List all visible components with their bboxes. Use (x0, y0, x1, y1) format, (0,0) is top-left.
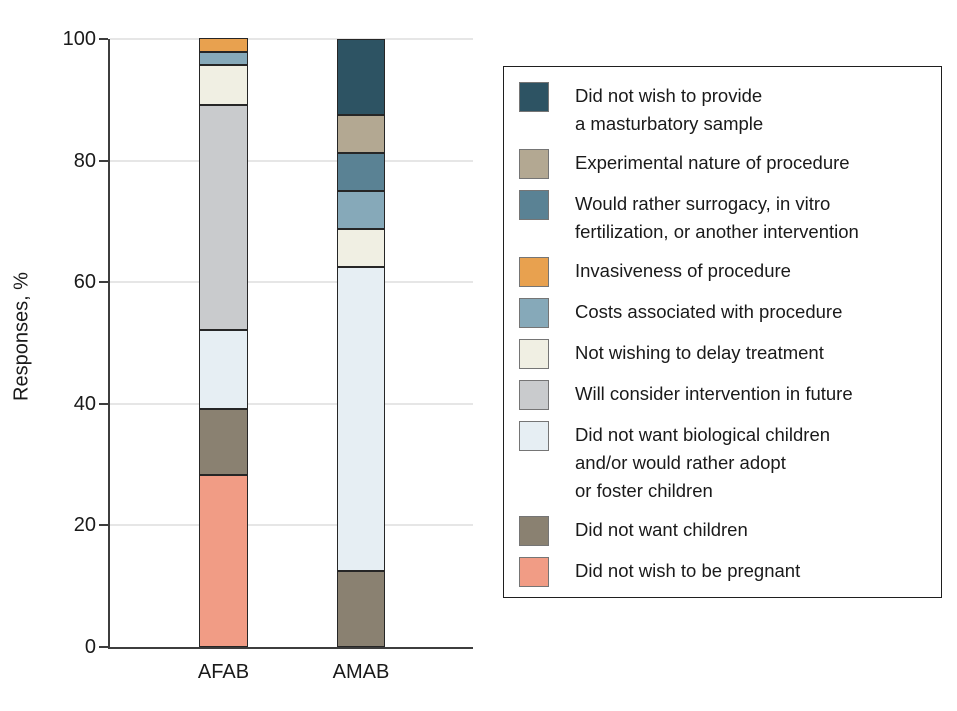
y-tick-0 (99, 646, 108, 648)
bar-amab-segment (337, 153, 385, 191)
legend-item: Experimental nature of procedure (519, 149, 931, 179)
bar-amab-segment (337, 571, 385, 647)
legend-item: Would rather surrogacy, in vitro fertili… (519, 190, 931, 246)
bar-amab-segment (337, 267, 385, 571)
y-tick-label: 0 (84, 636, 96, 658)
gridline-60 (110, 281, 473, 284)
legend-item: Will consider intervention in future (519, 380, 931, 410)
legend-item: Not wishing to delay treatment (519, 339, 931, 369)
bar-afab-segment (199, 408, 248, 475)
y-tick-80 (99, 159, 108, 162)
legend-item-label: Experimental nature of procedure (575, 152, 850, 173)
legend-swatch-no-children (519, 516, 549, 546)
bar-afab-segment (199, 51, 248, 66)
y-tick-100 (99, 38, 108, 40)
gridline-100 (110, 38, 473, 40)
legend-item: Did not want children (519, 516, 931, 546)
gridline-20 (110, 524, 473, 527)
y-tick-60 (99, 281, 108, 284)
legend-swatch-no-biological-children (519, 421, 549, 451)
y-axis-title: Responses, % (10, 272, 33, 401)
y-tick-label: 80 (73, 149, 96, 172)
legend-swatch-invasiveness (519, 257, 549, 287)
plot-area: 0 20 40 60 80 100 AFAB AMAB (63, 28, 473, 683)
bar-afab-segment (199, 38, 248, 52)
y-tick-label: 60 (73, 271, 96, 294)
legend-swatch-experimental-nature (519, 149, 549, 179)
legend-item: Invasiveness of procedure (519, 257, 931, 287)
legend-item-label: Not wishing to delay treatment (575, 342, 824, 363)
gridline-40 (110, 402, 473, 405)
legend-item-label: Would rather surrogacy, in vitro fertili… (575, 193, 859, 242)
bar-afab-segment (199, 329, 248, 409)
legend-item-label: Invasiveness of procedure (575, 260, 791, 281)
legend-item: Costs associated with procedure (519, 298, 931, 328)
legend-swatch-costs (519, 298, 549, 328)
legend-swatch-pregnant (519, 557, 549, 587)
y-tick-label: 20 (73, 514, 96, 537)
bar-afab-segment (199, 104, 248, 330)
legend-item-label: Costs associated with procedure (575, 301, 843, 322)
legend-item-label: Did not want biological children and/or … (575, 424, 831, 501)
legend-item: Did not want biological children and/or … (519, 421, 931, 505)
bar-amab-segment (337, 39, 385, 115)
legend-item: Did not wish to be pregnant (519, 557, 931, 587)
bar-afab-segment (199, 65, 248, 105)
y-tick-label: 100 (62, 28, 96, 50)
y-tick-label: 40 (73, 392, 96, 415)
legend-swatch-consider-future (519, 380, 549, 410)
legend-swatch-surrogacy-ivf (519, 190, 549, 220)
bar-afab-segment (199, 474, 248, 647)
legend: Did not wish to provide a masturbatory s… (503, 66, 942, 598)
y-tick-20 (99, 524, 108, 527)
legend-item-label: Did not want children (575, 519, 748, 540)
bar-amab-segment (337, 115, 385, 153)
x-tick-label-amab: AMAB (332, 661, 390, 683)
legend-swatch-delay-treatment (519, 339, 549, 369)
x-tick-label-afab: AFAB (197, 661, 250, 683)
bar-amab-segment (337, 191, 385, 229)
legend-item-label: Will consider intervention in future (575, 383, 853, 404)
y-tick-40 (99, 402, 108, 405)
bar-amab-segment (337, 229, 385, 267)
gridline-80 (110, 159, 473, 162)
legend-swatch-masturbatory-sample (519, 82, 549, 112)
legend-item: Did not wish to provide a masturbatory s… (519, 82, 931, 138)
legend-item-label: Did not wish to provide a masturbatory s… (575, 85, 764, 134)
legend-item-label: Did not wish to be pregnant (575, 560, 801, 581)
